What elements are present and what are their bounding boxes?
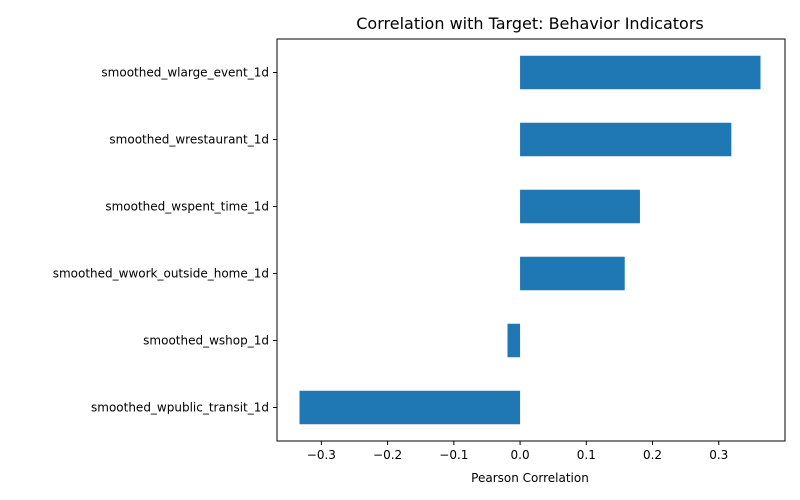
bar-smoothed_wshop_1d <box>507 323 521 358</box>
bar-smoothed_wspent_time_1d <box>520 189 640 224</box>
x-tick-label: 0.1 <box>577 448 596 462</box>
x-axis-label: Pearson Correlation <box>471 471 589 485</box>
y-tick-label: smoothed_wrestaurant_1d <box>109 133 269 147</box>
bar-smoothed_wlarge_event_1d <box>520 55 761 90</box>
y-tick-label: smoothed_wspent_time_1d <box>105 200 269 214</box>
bar-smoothed_wpublic_transit_1d <box>299 390 521 425</box>
y-axis-ticks: smoothed_wlarge_event_1d smoothed_wrestau… <box>53 66 277 415</box>
y-tick-label: smoothed_wshop_1d <box>143 334 269 348</box>
y-tick-label: smoothed_wpublic_transit_1d <box>91 401 269 415</box>
bar-smoothed_wrestaurant_1d <box>520 122 732 157</box>
plot-frame <box>276 38 786 442</box>
x-tick-label: 0.0 <box>511 448 530 462</box>
bars-group <box>299 55 761 425</box>
y-tick-label: smoothed_wlarge_event_1d <box>101 66 269 80</box>
x-tick-label: −0.2 <box>373 448 402 462</box>
y-tick-label: smoothed_wwork_outside_home_1d <box>53 267 269 281</box>
x-tick-label: −0.3 <box>307 448 336 462</box>
x-tick-label: 0.3 <box>709 448 728 462</box>
chart-title: Correlation with Target: Behavior Indica… <box>356 14 704 33</box>
x-tick-label: −0.1 <box>439 448 468 462</box>
x-tick-label: 0.2 <box>643 448 662 462</box>
x-axis-ticks: −0.3 −0.2 −0.1 0.0 0.1 0.2 0.3 <box>307 441 728 462</box>
bar-smoothed_wwork_outside_home_1d <box>520 256 625 291</box>
